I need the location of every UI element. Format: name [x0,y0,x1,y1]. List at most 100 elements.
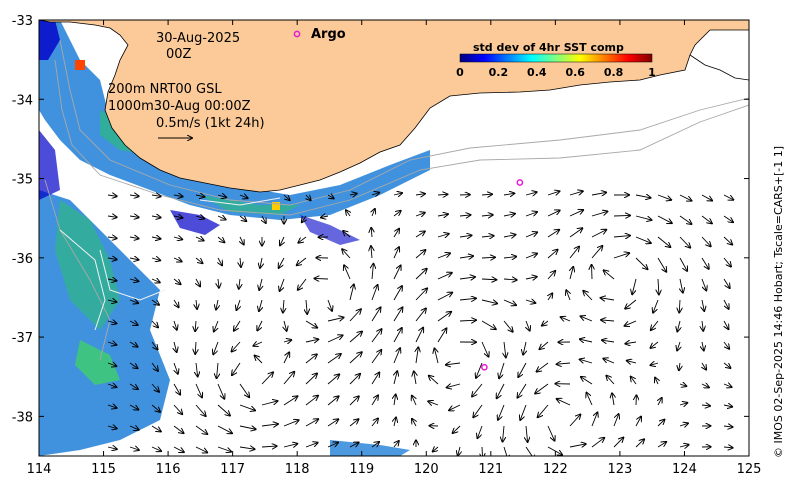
current-vector [349,419,358,427]
current-vector [591,246,602,259]
current-vector [196,278,200,286]
current-vector [635,439,644,448]
bathymetry-contours [44,39,749,361]
current-vector [632,278,637,294]
current-vector [306,195,311,200]
current-vector [635,215,651,220]
current-vector [481,320,496,329]
current-vector [298,278,307,290]
current-vector [298,236,307,243]
current-vector [702,341,704,350]
current-vector [701,257,709,269]
current-vector [394,418,396,427]
current-vector [701,384,709,387]
current-vector [723,299,729,309]
current-vector [612,393,614,406]
argo-float-marker [516,179,524,186]
current-vector [261,424,278,426]
current-vector [129,383,138,389]
current-vector [416,347,418,364]
current-vector [453,425,461,433]
current-vector [581,316,593,322]
current-vector [657,442,666,448]
current-vector [283,340,291,342]
current-vector [262,215,266,223]
current-vector [437,234,449,237]
current-vector [679,194,691,201]
current-vector [476,362,483,378]
current-vector [415,328,423,343]
current-vector [613,438,623,448]
current-vector [372,264,373,280]
current-vector [239,278,240,289]
x-tick-label: 120 [414,462,439,477]
current-vector [151,447,161,451]
current-vector [151,383,159,392]
colorbar-tick-label: 0.2 [489,66,509,79]
current-vector [253,342,263,346]
current-vector [279,257,285,268]
current-vector [393,229,399,238]
current-vector [216,299,218,310]
current-vector [129,426,139,430]
current-vector [239,404,255,410]
current-vector [580,339,593,342]
current-vector [174,299,179,307]
current-vector [482,446,483,456]
y-tick-label: -37 [12,331,33,346]
current-vector [107,216,117,217]
current-vector [257,320,263,330]
current-vector [394,395,396,406]
plot-frame [38,19,750,457]
x-tick-label: 125 [737,462,762,477]
current-vector [196,362,198,376]
current-vector [195,237,204,240]
current-vector [327,354,341,364]
x-tick-label: 122 [543,462,568,477]
current-vector [107,405,117,408]
current-vector [583,291,593,301]
current-vector [107,279,117,281]
colorbar-tick-label: 1 [648,66,656,79]
current-vector [677,341,680,350]
current-vector [415,213,425,216]
current-vector [433,447,438,452]
current-vector [327,195,334,198]
current-vector [151,216,161,218]
current-vector [371,329,382,343]
current-vector [437,312,451,322]
current-vector [481,257,495,258]
current-vector [504,341,506,357]
current-vector [129,279,138,281]
current-vector [437,194,447,195]
current-vector [327,317,344,321]
current-vector [173,237,182,239]
current-vector [239,195,248,198]
current-vector [195,383,202,397]
current-vector [525,446,535,456]
current-vector [518,383,527,398]
current-vector [343,231,351,238]
current-vector [412,419,416,427]
current-vector [723,426,733,427]
current-vector [538,404,549,417]
current-vector [371,307,381,322]
current-vector [447,384,461,388]
argo-float-marker [481,363,488,371]
current-vector [371,442,379,448]
current-vector [107,447,117,449]
current-vector [601,320,615,321]
current-vector [129,447,139,450]
colorbar-ramp [459,53,653,63]
argo-float-markers [481,179,524,371]
current-vector [107,237,117,238]
current-vector [415,269,427,280]
current-vector [393,307,402,322]
current-vector [239,426,256,429]
current-vector [283,396,297,406]
current-vector [635,257,647,269]
colorbar-tick-label: 0.6 [565,66,585,79]
current-vector [415,288,427,301]
current-vector [129,405,138,410]
current-vector [657,194,671,200]
